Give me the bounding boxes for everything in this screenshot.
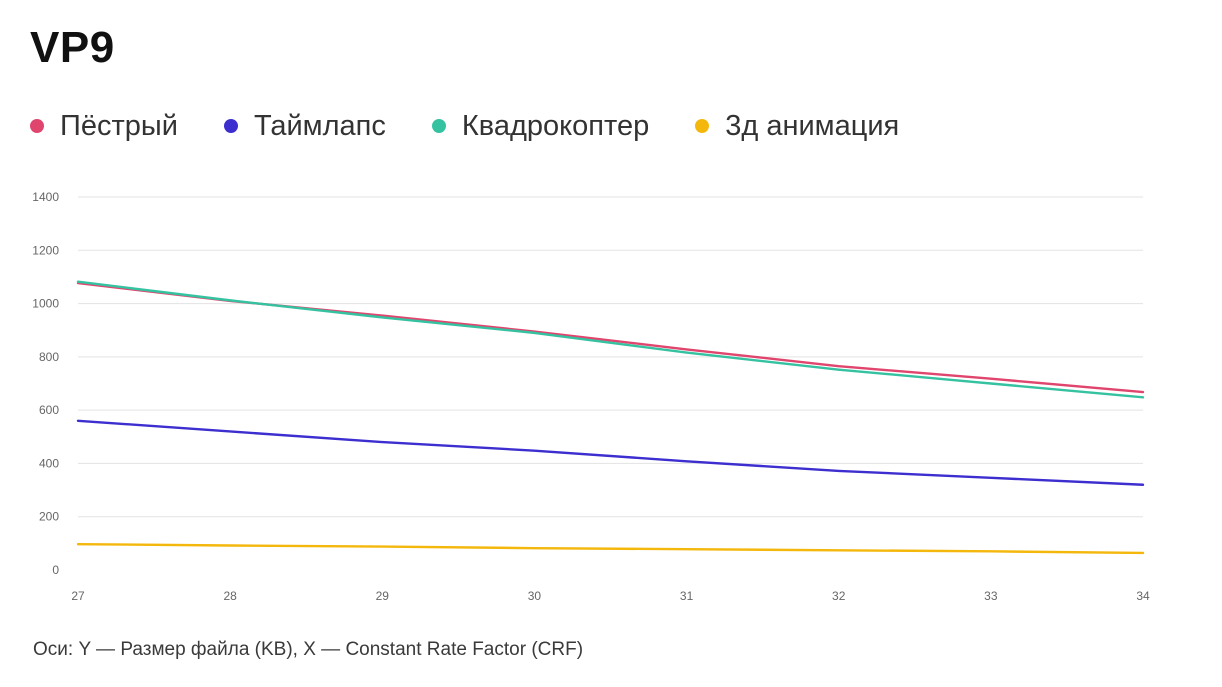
axes-note: Оси: Y — Размер файла (KB), X — Constant…: [33, 639, 584, 660]
grid-lines: [78, 196, 1143, 518]
series-lines: [76, 280, 1145, 555]
legend-marker-timelapse: [223, 119, 238, 133]
legend-label-timelapse: Таймлапс: [253, 110, 386, 142]
x-tick-label-29: 29: [376, 589, 390, 603]
y-tick-label-600: 600: [39, 403, 59, 417]
x-tick-label-28: 28: [223, 589, 237, 603]
y-tick-label-1400: 1400: [32, 190, 59, 204]
x-tick-label-27: 27: [71, 589, 85, 603]
chart-title: VP9: [30, 23, 115, 72]
legend-label-quadcopter: Квадрокоптер: [461, 110, 650, 142]
series-line-3: [76, 542, 1145, 555]
legend-marker-quadcopter: [431, 119, 446, 133]
legend-item-3d-animation: 3д анимация: [695, 106, 899, 146]
y-tick-label-200: 200: [39, 510, 59, 524]
legend-label-3d-animation: 3д анимация: [725, 110, 900, 142]
legend-item-timelapse: Таймлапс: [223, 106, 386, 146]
x-tick-label-31: 31: [680, 589, 694, 603]
y-axis-ticks: 0 200 400 600 800 1000 1200 1400: [32, 190, 59, 577]
series-line-0: [76, 281, 1145, 394]
x-tick-label-33: 33: [984, 589, 998, 603]
series-line-2: [76, 280, 1145, 399]
x-axis-ticks: 27 28 29 30 31 32 33 34: [71, 589, 1150, 603]
legend-marker-pestry: [30, 119, 44, 133]
y-tick-label-0: 0: [52, 563, 59, 577]
y-tick-label-1200: 1200: [32, 243, 59, 257]
chart-legend: Пёстрый Таймлапс Квадрокоптер 3д анимаци…: [30, 106, 945, 146]
x-tick-label-30: 30: [528, 589, 542, 603]
y-tick-label-400: 400: [39, 456, 59, 470]
x-tick-label-32: 32: [832, 589, 846, 603]
legend-item-pestry: Пёстрый: [30, 106, 178, 146]
series-line-1: [76, 419, 1145, 486]
x-tick-label-34: 34: [1136, 589, 1150, 603]
legend-label-pestry: Пёстрый: [60, 110, 178, 142]
y-tick-label-800: 800: [39, 350, 59, 364]
legend-marker-3d-animation: [695, 119, 710, 133]
y-tick-label-1000: 1000: [32, 297, 59, 311]
legend-item-quadcopter: Квадрокоптер: [431, 106, 650, 146]
